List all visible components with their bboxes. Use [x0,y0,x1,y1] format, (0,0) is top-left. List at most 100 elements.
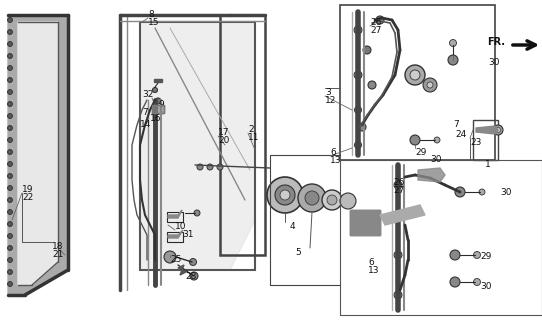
Circle shape [450,250,460,260]
Circle shape [474,252,481,259]
Circle shape [448,55,458,65]
Circle shape [8,162,12,166]
Polygon shape [476,126,498,134]
Circle shape [8,138,12,142]
Circle shape [358,123,366,131]
Circle shape [8,197,12,203]
Circle shape [275,185,295,205]
Text: 30: 30 [430,155,442,164]
Circle shape [8,53,12,59]
Text: 30: 30 [500,188,512,197]
Circle shape [305,191,319,205]
Circle shape [455,187,465,197]
Circle shape [164,251,176,263]
Text: 1: 1 [485,160,491,169]
Polygon shape [380,205,425,225]
Text: 10: 10 [175,222,186,231]
Circle shape [8,101,12,107]
Text: 24: 24 [455,130,466,139]
Text: 23: 23 [470,138,481,147]
Text: 26: 26 [393,178,404,187]
Circle shape [8,18,12,22]
Polygon shape [152,105,164,113]
Circle shape [495,127,500,132]
Text: 29: 29 [480,252,492,261]
Text: 2: 2 [248,125,254,134]
Polygon shape [418,168,445,182]
Text: 4: 4 [290,222,295,231]
Text: 28: 28 [185,272,196,281]
Circle shape [298,184,326,212]
Circle shape [190,259,197,266]
Text: 27: 27 [393,186,404,195]
Circle shape [354,71,362,79]
Text: 21: 21 [52,250,63,259]
Circle shape [450,277,460,287]
Text: 6: 6 [330,148,335,157]
Circle shape [8,221,12,227]
Text: 6: 6 [368,258,374,267]
Circle shape [8,114,12,118]
Circle shape [8,282,12,286]
Circle shape [340,193,356,209]
Circle shape [410,135,420,145]
Text: 31: 31 [182,230,193,239]
Circle shape [449,39,456,46]
Text: 25: 25 [170,255,182,264]
Circle shape [363,46,371,54]
Circle shape [8,245,12,251]
Text: 9: 9 [158,100,164,109]
Text: 30: 30 [488,58,500,67]
Text: 27: 27 [370,26,382,35]
Polygon shape [178,265,186,275]
Circle shape [322,190,342,210]
Text: 19: 19 [22,185,34,194]
Text: 16: 16 [150,114,162,123]
Circle shape [474,278,481,285]
Text: FR.: FR. [487,37,505,47]
Circle shape [8,66,12,70]
Text: 22: 22 [22,193,33,202]
Text: 15: 15 [148,18,159,27]
Circle shape [394,181,402,189]
Bar [220,15,265,255]
Bar [167,232,183,242]
Circle shape [394,251,402,259]
Circle shape [8,29,12,35]
Circle shape [368,81,376,89]
Polygon shape [8,15,68,295]
Circle shape [190,272,198,280]
Circle shape [8,42,12,46]
Text: 8: 8 [148,10,154,19]
Circle shape [207,164,213,170]
Bar [167,212,183,222]
Text: 5: 5 [295,248,301,257]
Text: 29: 29 [415,148,427,157]
Polygon shape [18,22,58,285]
Circle shape [479,189,485,195]
Circle shape [376,16,384,24]
Circle shape [354,141,362,148]
Text: 7: 7 [453,120,459,129]
Text: 11: 11 [248,133,260,142]
Circle shape [8,210,12,214]
Circle shape [493,125,503,135]
Circle shape [327,195,337,205]
Circle shape [197,164,203,170]
Circle shape [152,87,158,92]
Bar [152,105,164,113]
Circle shape [8,258,12,262]
Circle shape [354,107,362,114]
Text: 30: 30 [480,282,492,291]
Text: 13: 13 [330,156,341,165]
Circle shape [280,190,290,200]
Circle shape [410,70,420,80]
Text: 3: 3 [325,88,331,97]
Text: 26: 26 [370,18,382,27]
Bar [340,5,495,160]
Circle shape [194,210,200,216]
Text: 14: 14 [140,120,151,129]
Text: 12: 12 [325,96,337,105]
Polygon shape [140,22,255,270]
Circle shape [8,90,12,94]
